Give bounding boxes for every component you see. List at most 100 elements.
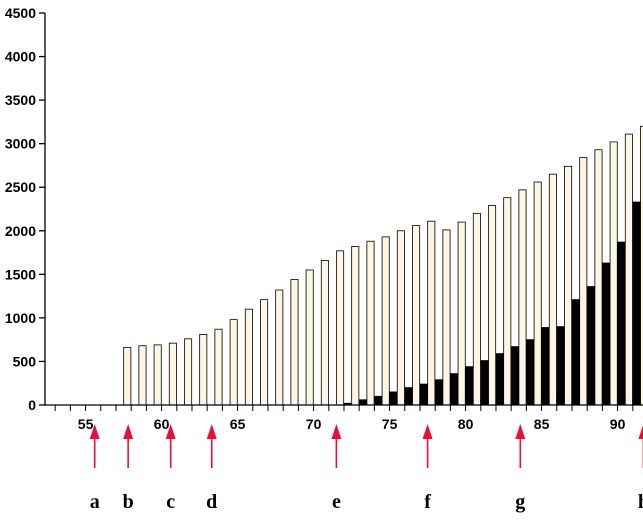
marker-arrow-head — [123, 424, 134, 439]
marker-label: e — [332, 491, 341, 513]
marker-arrow-head — [89, 424, 100, 439]
marker-d: d — [206, 424, 217, 513]
bar-dark — [587, 286, 596, 406]
marker-f: f — [422, 424, 433, 513]
marker-label: a — [90, 491, 100, 513]
y-tick-label: 3500 — [5, 92, 36, 108]
bar-light — [199, 334, 208, 406]
marker-label: g — [515, 491, 525, 513]
bar-light — [123, 347, 132, 406]
marker-a: a — [89, 424, 100, 513]
y-tick-label: 1000 — [5, 310, 36, 326]
bar-light — [594, 149, 603, 406]
bar-dark — [404, 387, 413, 406]
x-axis: 55 60 65 70 75 80 85 90 — [45, 404, 643, 432]
marker-h: h — [638, 425, 643, 513]
bar-light — [138, 345, 147, 406]
bar-light — [427, 220, 436, 406]
bars — [123, 125, 643, 406]
bar-light — [275, 289, 284, 406]
bar-dark — [541, 327, 550, 406]
y-tick-label: 1500 — [5, 266, 36, 282]
bar-light — [260, 299, 269, 406]
marker-arrow-head — [165, 424, 176, 439]
bar-dark — [526, 339, 535, 406]
bar-light — [564, 165, 573, 406]
bar-light — [396, 230, 405, 406]
bar-light — [320, 259, 329, 406]
bar-light — [624, 133, 633, 406]
bar-light — [518, 189, 527, 406]
bar-light — [305, 269, 314, 406]
bar-light — [472, 212, 481, 406]
bar-dark — [602, 262, 611, 406]
bar-light — [366, 240, 375, 406]
bar-light — [153, 344, 162, 406]
bar-light — [336, 250, 345, 406]
bar-dark — [480, 360, 489, 406]
y-tick-label: 0 — [28, 397, 36, 413]
x-tick-label: 85 — [534, 416, 550, 432]
marker-arrow-head — [638, 425, 643, 439]
marker-label: h — [638, 491, 643, 513]
bar-light — [457, 221, 466, 406]
bar-dark — [374, 395, 383, 406]
bar-light — [244, 308, 253, 406]
y-axis: 0 500 1000 1500 2000 2500 3000 3500 4000 4500 — [5, 5, 46, 413]
bar-light — [290, 279, 299, 406]
marker-arrow-head — [422, 424, 433, 439]
marker-label: c — [166, 491, 175, 513]
bar-light — [229, 319, 238, 406]
bar-dark — [465, 366, 474, 406]
bar-dark — [359, 399, 368, 406]
x-tick-label: 55 — [78, 416, 94, 432]
marker-label: f — [424, 491, 431, 513]
bar-light — [168, 342, 177, 406]
bar-light — [609, 141, 618, 406]
x-tick-label: 60 — [154, 416, 170, 432]
marker-label: b — [123, 491, 134, 513]
bar-dark — [632, 201, 641, 406]
x-tick-label: 75 — [382, 416, 398, 432]
marker-b: b — [123, 424, 134, 513]
bar-dark — [495, 353, 504, 406]
bar-light — [412, 225, 421, 406]
marker-g: g — [515, 424, 526, 513]
bar-light — [579, 157, 588, 406]
marker-c: c — [165, 424, 176, 513]
marker-arrow-head — [515, 424, 526, 439]
marker-e: e — [331, 424, 342, 513]
marker-arrow-head — [206, 424, 217, 439]
bar-light — [533, 181, 542, 406]
x-tick-label: 70 — [306, 416, 322, 432]
y-tick-label: 2000 — [5, 223, 36, 239]
y-tick-label: 4000 — [5, 49, 36, 65]
x-tick-label: 80 — [458, 416, 474, 432]
markers: a b c d e f g h — [89, 424, 643, 513]
bar-light — [488, 205, 497, 406]
y-tick-label: 3000 — [5, 136, 36, 152]
bar-light — [503, 197, 512, 406]
bar-light — [214, 328, 223, 406]
y-tick-label: 2500 — [5, 179, 36, 195]
bar-light — [381, 236, 390, 406]
bar-dark — [556, 326, 565, 406]
marker-arrow-head — [331, 424, 342, 439]
bar-light — [351, 246, 360, 406]
x-tick-label: 65 — [230, 416, 246, 432]
bar-dark — [435, 379, 444, 406]
x-tick-label: 90 — [610, 416, 626, 432]
marker-label: d — [206, 491, 217, 513]
bar-light — [184, 338, 193, 406]
bar-dark — [571, 299, 580, 406]
bar-dark — [389, 391, 398, 406]
bar-light — [548, 173, 557, 406]
bar-light — [442, 229, 451, 406]
y-tick-label: 4500 — [5, 5, 36, 21]
y-tick-label: 500 — [13, 353, 37, 369]
bar-dark — [511, 346, 520, 406]
bar-dark — [450, 373, 459, 406]
bar-dark — [419, 383, 428, 406]
bar-dark — [617, 241, 626, 406]
